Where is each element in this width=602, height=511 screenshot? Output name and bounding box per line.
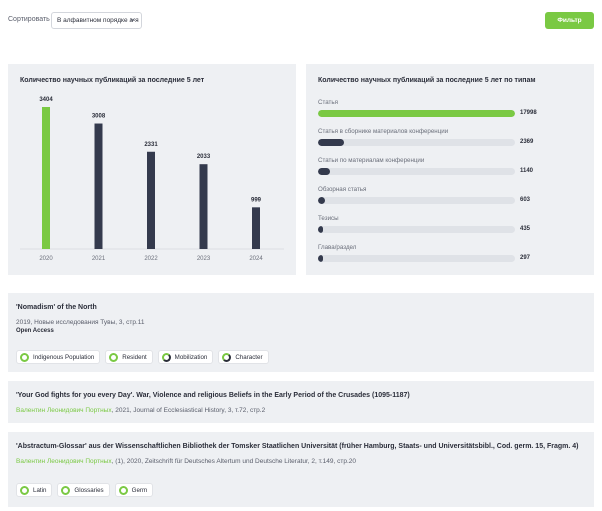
type-value: 435 [520, 226, 531, 232]
ring-icon [161, 352, 171, 362]
data-label-2024: 999 [251, 197, 262, 203]
keyword-tags: Indigenous Population Resident Mobilizat… [16, 350, 269, 364]
type-track [318, 168, 515, 175]
type-label: Статьи по материалам конференции [318, 157, 425, 164]
type-row: Статьи по материалам конференции 1140 [318, 157, 578, 181]
type-row: Тезисы 435 [318, 215, 578, 239]
chart-title: Количество научных публикаций за последн… [318, 77, 536, 84]
chevron-down-icon [130, 18, 135, 22]
type-value: 1140 [520, 168, 534, 174]
sort-label: Сортировать [8, 16, 50, 23]
keyword-tag[interactable]: Indigenous Population [16, 350, 101, 364]
result-title[interactable]: 'Nomadism' of the North [16, 304, 97, 311]
data-label-2023: 2033 [197, 154, 211, 160]
result-meta: Валентин Леонидович Портных, 2021, Journ… [16, 407, 266, 414]
keyword-tag[interactable]: Mobilization [157, 350, 214, 364]
result-card[interactable]: 'Nomadism' of the North 2019, Новые иссл… [8, 293, 594, 372]
type-value: 2369 [520, 139, 534, 145]
x-tick-2023: 2023 [197, 256, 211, 262]
type-label: Тезисы [318, 215, 339, 222]
result-card[interactable]: 'Abstractum-Glossar' aus der Wissenschaf… [8, 432, 594, 507]
data-label-2022: 2331 [144, 142, 158, 148]
type-label: Статья [318, 99, 338, 106]
type-track [318, 255, 515, 262]
x-tick-2020: 2020 [39, 256, 53, 262]
data-label-2021: 3008 [92, 114, 106, 120]
type-label: Обзорная статья [318, 186, 367, 193]
type-track [318, 110, 515, 117]
ring-icon [222, 352, 232, 362]
type-row: Статья в сборнике материалов конференции… [318, 128, 578, 152]
keyword-tag[interactable]: Resident [105, 350, 153, 364]
x-tick-2021: 2021 [92, 256, 106, 262]
type-bar-fill [318, 226, 323, 233]
bar-2024[interactable] [252, 207, 260, 249]
author-link[interactable]: Валентин Леонидович Портных [16, 458, 112, 465]
type-row: Глава/раздел 297 [318, 244, 578, 268]
ring-icon [118, 485, 128, 495]
keyword-tag[interactable]: Latin [16, 483, 53, 497]
result-title[interactable]: 'Abstractum-Glossar' aus der Wissenschaf… [16, 443, 579, 450]
type-track [318, 139, 515, 146]
toolbar: Сортировать В алфавитном порядке а-я Фил… [0, 10, 602, 32]
ring-icon [109, 352, 119, 362]
result-card[interactable]: 'Your God fights for you every Day'. War… [8, 381, 594, 423]
chart-title: Количество научных публикаций за последн… [20, 77, 205, 84]
type-value: 603 [520, 197, 531, 203]
sort-select[interactable]: В алфавитном порядке а-я [51, 12, 142, 29]
type-row: Статья 17998 [318, 99, 578, 123]
type-label: Глава/раздел [318, 244, 357, 251]
publications-by-year-chart: Количество научных публикаций за последн… [8, 64, 296, 275]
result-meta: 2019, Новые исследования Тувы, 3, стр.11 [16, 319, 145, 326]
result-meta: Валентин Леонидович Портных, (1), 2020, … [16, 458, 357, 465]
publications-by-type-chart: Количество научных публикаций за последн… [306, 64, 594, 275]
type-bar-fill [318, 197, 325, 204]
type-bar-fill [318, 110, 515, 117]
open-access-badge: Open Access [16, 328, 54, 334]
keyword-tag[interactable]: Glossaries [57, 483, 110, 497]
data-label-2020: 3404 [39, 97, 53, 103]
type-bar-fill [318, 255, 323, 262]
type-bar-fill [318, 139, 344, 146]
ring-icon [20, 485, 29, 495]
ring-icon [20, 352, 29, 362]
sort-select-value: В алфавитном порядке а-я [57, 17, 139, 24]
bar-chart-svg: 3404 2020 3008 2021 2331 2022 2033 2023 999 2024 [20, 97, 284, 262]
bar-2020[interactable] [42, 107, 50, 249]
bar-2022[interactable] [147, 151, 155, 249]
x-tick-2022: 2022 [144, 256, 158, 262]
type-row: Обзорная статья 603 [318, 186, 578, 210]
bar-2021[interactable] [94, 123, 103, 249]
keyword-tag[interactable]: Character [218, 350, 269, 364]
type-track [318, 226, 515, 233]
type-value: 17998 [520, 110, 537, 116]
keyword-tags: Latin Glossaries Germ [16, 483, 154, 497]
type-track [318, 197, 515, 204]
filter-button[interactable]: Фильтр [545, 12, 594, 29]
bar-2023[interactable] [199, 164, 208, 249]
ring-icon [61, 485, 71, 495]
type-label: Статья в сборнике материалов конференции [318, 128, 449, 135]
author-link[interactable]: Валентин Леонидович Портных [16, 407, 112, 414]
type-bar-fill [318, 168, 331, 175]
type-value: 297 [520, 255, 531, 261]
result-title[interactable]: 'Your God fights for you every Day'. War… [16, 392, 410, 399]
x-tick-2024: 2024 [249, 256, 263, 262]
keyword-tag[interactable]: Germ [114, 483, 154, 497]
